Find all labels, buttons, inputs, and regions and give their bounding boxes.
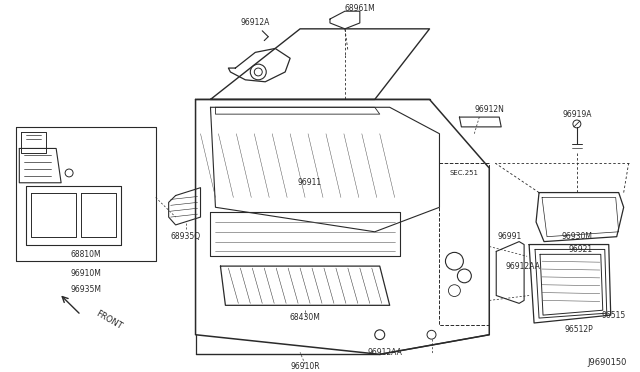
Text: 96935M: 96935M xyxy=(70,285,102,294)
Text: J9690150: J9690150 xyxy=(587,358,627,367)
Text: 68935Q: 68935Q xyxy=(170,232,201,241)
Text: FRONT: FRONT xyxy=(94,309,124,331)
Text: 96512P: 96512P xyxy=(564,326,593,334)
Text: 96930M: 96930M xyxy=(561,232,593,241)
Text: 96921: 96921 xyxy=(569,245,593,254)
Text: 96515: 96515 xyxy=(602,311,626,320)
Text: 96912A: 96912A xyxy=(241,19,270,28)
Text: 96912AA: 96912AA xyxy=(367,348,402,357)
Text: 96991: 96991 xyxy=(497,232,522,241)
Text: 96912N: 96912N xyxy=(474,105,504,114)
Text: 96912AA: 96912AA xyxy=(506,262,541,270)
Text: 96910R: 96910R xyxy=(291,362,320,371)
Text: 96919A: 96919A xyxy=(562,110,591,119)
Text: 96911: 96911 xyxy=(298,178,322,187)
Text: 68810M: 68810M xyxy=(70,250,101,259)
Text: 68430M: 68430M xyxy=(290,312,321,321)
Text: SEC.251: SEC.251 xyxy=(450,170,479,176)
Text: 68961M: 68961M xyxy=(344,4,375,13)
Text: 96910M: 96910M xyxy=(70,269,102,279)
